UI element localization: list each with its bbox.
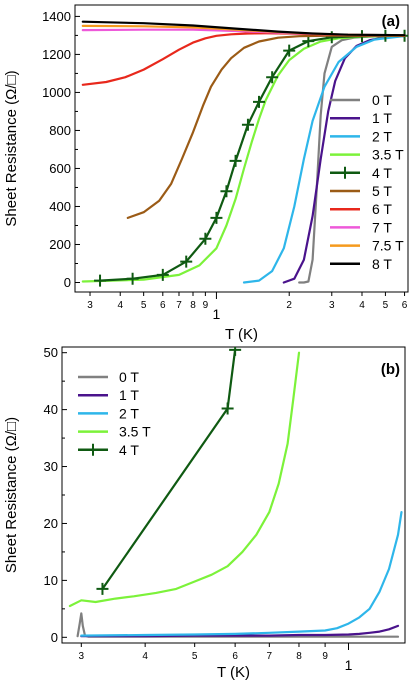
y-tick-label: 800 [49,123,71,138]
y-tick-label: 200 [49,237,71,252]
data-point-marker [229,347,242,356]
y-tick-label: 10 [44,573,58,588]
x-minor-tick-label: 7 [176,300,182,311]
y-tick-label: 0 [51,630,58,645]
x-minor-tick-label: 9 [203,300,209,311]
legend-entry-label: 4 T [119,442,139,458]
legend-entry-label: 1 T [372,110,392,126]
data-point-marker [210,211,223,224]
data-point-marker [96,582,109,595]
data-point-marker [199,232,212,245]
x-minor-tick-label: 7 [267,651,273,662]
data-point-marker [126,272,139,285]
y-axis-label: Sheet Resistance (Ω/□) [3,70,20,226]
x-minor-tick-label: 5 [192,651,198,662]
y-tick-label: 40 [44,402,58,417]
x-minor-tick-label: 4 [117,300,123,311]
panel-label: (a) [382,13,400,30]
data-point-marker [220,185,233,198]
legend-entry-label: 5 T [372,183,392,199]
legend-marker [339,166,351,179]
x-minor-tick-label: 6 [402,300,408,311]
plot-frame [74,4,409,293]
y-tick-label: 20 [44,516,58,531]
series-line-4-T [101,348,237,591]
legend-entry-label: 3.5 T [119,424,151,440]
data-point-marker [266,71,279,84]
x-minor-tick-label: 9 [322,651,328,662]
legend-entry-label: 0 T [372,92,392,108]
y-tick-label: 0 [64,275,71,290]
x-minor-tick-label: 5 [141,300,147,311]
x-minor-tick-label: 6 [160,300,166,311]
legend-entry-label: 3.5 T [372,147,404,163]
legend-entry-label: 7.5 T [372,238,404,254]
legend-entry-label: 1 T [119,387,139,403]
x-major-tick-label: 1 [213,306,221,322]
x-minor-tick-label: 8 [190,300,196,311]
data-point-marker [241,118,254,131]
data-point-marker [283,44,296,57]
data-point-marker [156,268,169,281]
series-line-2-T [242,34,406,284]
series-line-2-T [80,510,403,637]
y-tick-label: 50 [44,345,58,360]
x-minor-tick-label: 3 [329,300,335,311]
data-point-marker [221,402,234,415]
x-minor-tick-label: 3 [79,651,85,662]
x-minor-tick-label: 6 [232,651,238,662]
x-minor-tick-label: 2 [286,300,292,311]
legend-marker [87,443,99,456]
chart-panel-b: 0 10 20 30 40 50 1 3 4 5 6 7 8 9 T (K) Sheet Resistance… [3,345,406,681]
y-tick-label: 600 [49,161,71,176]
legend-entry-label: 2 T [119,405,139,421]
series-line-6-T [81,32,406,86]
series-line-4-T [98,34,406,282]
x-minor-tick-label: 3 [87,300,93,311]
x-axis-label: T (K) [217,664,250,681]
panel-label: (b) [381,361,400,378]
y-tick-label: 1000 [42,85,71,100]
series-line-3-5-T [68,351,301,608]
series-group [68,347,403,638]
x-minor-tick-label: 8 [296,651,302,662]
legend-entry-label: 6 T [372,201,392,217]
legend-entry-label: 4 T [372,165,392,181]
x-axis-label: T (K) [225,326,258,343]
legend-entry-label: 2 T [372,128,392,144]
legend: 0 T 1 T 2 T 3.5 T 4 T [78,369,151,458]
series-line-5-T [126,34,406,219]
series-group [81,20,408,287]
legend: 0 T 1 T 2 T 3.5 T 4 T 5 T 6 T 7 T 7.5 T 8 T [330,92,404,272]
x-minor-tick-label: 4 [359,300,365,311]
x-minor-tick-label: 5 [383,300,389,311]
y-tick-label: 1200 [42,47,71,62]
legend-entry-label: 0 T [119,369,139,385]
legend-entry-label: 7 T [372,219,392,235]
data-point-marker [180,255,193,268]
data-point-marker [94,274,107,287]
x-major-tick-label: 1 [345,657,353,673]
y-tick-label: 30 [44,459,58,474]
y-axis-label: Sheet Resistance (Ω/□) [3,417,20,573]
x-minor-tick-label: 4 [142,651,148,662]
data-point-marker [229,154,242,167]
series-line-3-5-T [81,34,406,283]
data-point-marker [253,95,266,108]
y-tick-label: 1400 [42,9,71,24]
legend-entry-label: 8 T [372,256,392,272]
y-tick-label: 400 [49,199,71,214]
series-line-8-T [81,20,406,37]
